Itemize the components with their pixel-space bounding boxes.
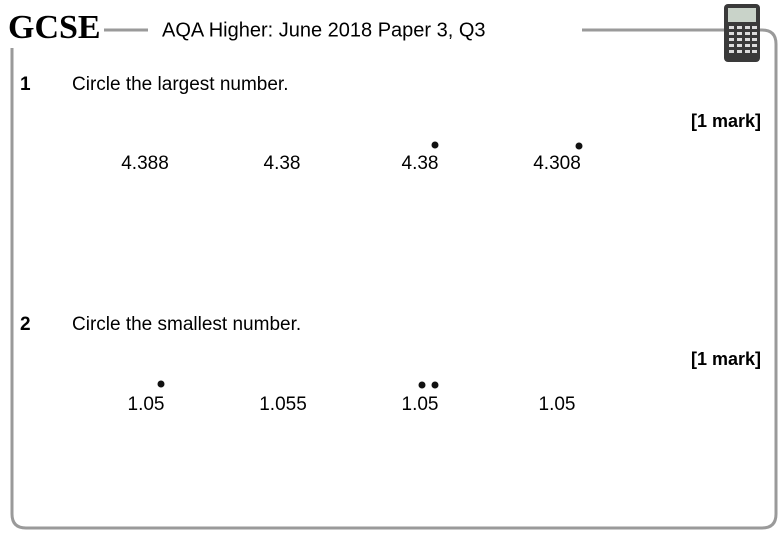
logo: GCSE	[8, 9, 101, 46]
option: 1.05	[128, 394, 165, 415]
marks: [1 mark]	[691, 349, 761, 369]
frame	[10, 28, 778, 530]
option: 1.05	[539, 394, 576, 415]
question-number: 1	[20, 74, 31, 95]
question-text: Circle the largest number.	[72, 74, 289, 95]
calculator-icon	[724, 4, 760, 62]
recurring-dot	[418, 381, 426, 389]
question-number: 2	[20, 314, 31, 335]
marks: [1 mark]	[691, 111, 761, 131]
option: 1.05	[402, 394, 439, 415]
header-title: AQA Higher: June 2018 Paper 3, Q3	[162, 19, 486, 41]
recurring-dot	[431, 381, 439, 389]
option: 4.308	[533, 153, 581, 174]
option: 4.38	[402, 153, 439, 174]
recurring-dot	[157, 380, 165, 388]
option: 4.388	[121, 153, 169, 174]
option: 4.38	[264, 153, 301, 174]
question-text: Circle the smallest number.	[72, 314, 301, 335]
recurring-dot	[431, 141, 439, 149]
option: 1.055	[259, 394, 307, 415]
recurring-dot	[575, 142, 583, 150]
